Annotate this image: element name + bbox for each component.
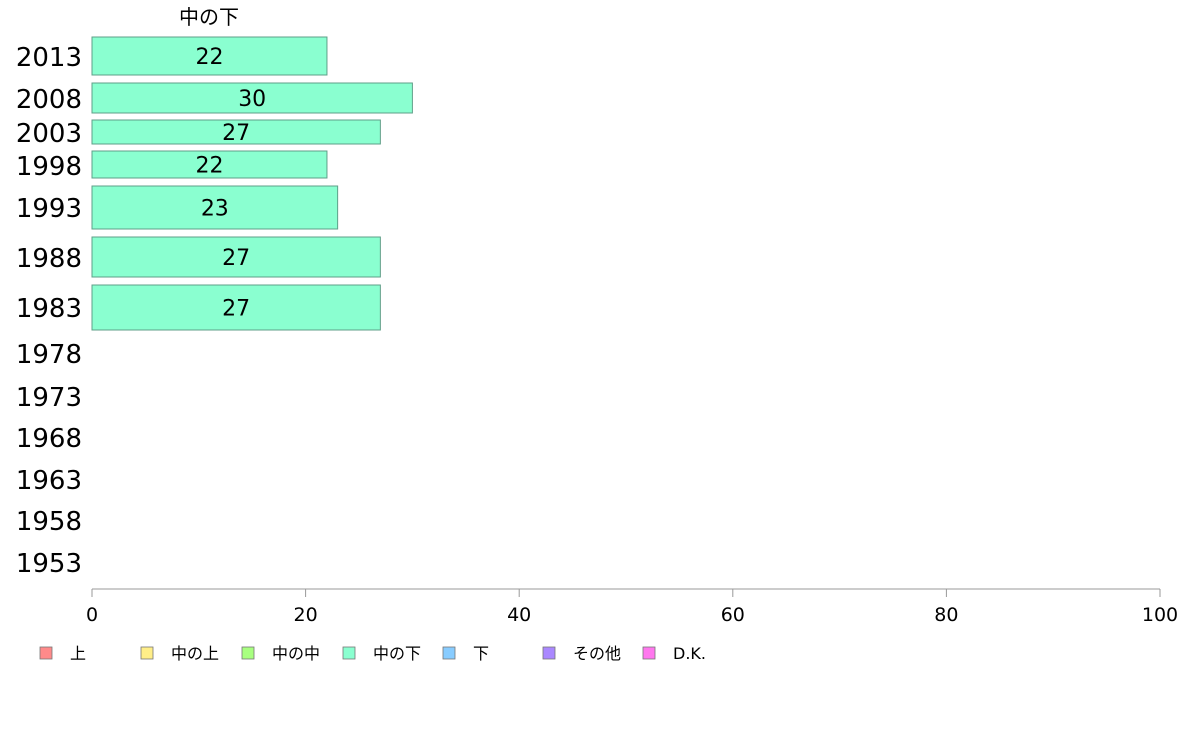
- y-label-1963: 1963: [16, 466, 82, 496]
- legend: 上 中の上 中の中 中の下 下 その他 D.K.: [39, 644, 706, 663]
- y-label-1973: 1973: [16, 383, 82, 413]
- bar-1993: [91, 185, 339, 230]
- y-label-1998: 1998: [16, 152, 82, 182]
- legend-label-1: 中の上: [171, 644, 219, 663]
- legend-swatch-4: [442, 646, 456, 660]
- bar-1998: [91, 150, 328, 179]
- x-tick-label-80: 80: [934, 604, 958, 626]
- bar-2003: [91, 119, 381, 145]
- data-label-2013: 22: [195, 45, 223, 70]
- x-tick-label-0: 0: [86, 604, 98, 626]
- legend-swatch-0: [39, 646, 53, 660]
- y-label-2013: 2013: [16, 43, 82, 73]
- x-tick-label-20: 20: [294, 604, 318, 626]
- x-axis: 0 20 40 60 80 100: [86, 588, 1178, 626]
- bars-group: 22 30 27 22 23 27 27: [91, 36, 413, 331]
- legend-swatch-1: [140, 646, 154, 660]
- data-label-2008: 30: [238, 87, 266, 112]
- legend-label-4: 下: [473, 644, 489, 663]
- y-label-2003: 2003: [16, 119, 82, 149]
- legend-swatch-6: [642, 646, 656, 660]
- y-label-1968: 1968: [16, 424, 82, 454]
- data-label-1998: 22: [195, 154, 223, 179]
- y-label-1983: 1983: [16, 294, 82, 324]
- y-label-1953: 1953: [16, 549, 82, 579]
- legend-label-5: その他: [573, 644, 621, 663]
- legend-label-6: D.K.: [673, 644, 706, 663]
- x-tick-label-40: 40: [507, 604, 531, 626]
- legend-swatch-2: [241, 646, 255, 660]
- legend-swatch-3: [342, 646, 356, 660]
- x-tick-label-100: 100: [1142, 604, 1178, 626]
- data-label-1993: 23: [201, 197, 229, 222]
- legend-swatch-5: [542, 646, 556, 660]
- series-title: 中の下: [179, 5, 239, 29]
- data-label-2003: 27: [222, 121, 250, 146]
- y-label-1958: 1958: [16, 507, 82, 537]
- bar-2008: [91, 82, 413, 114]
- x-tick-label-60: 60: [721, 604, 745, 626]
- data-label-1988: 27: [222, 246, 250, 271]
- legend-label-3: 中の下: [373, 644, 421, 663]
- y-label-2008: 2008: [16, 85, 82, 115]
- bar-1983: [91, 284, 381, 331]
- data-label-1983: 27: [222, 297, 250, 322]
- y-label-1988: 1988: [16, 244, 82, 274]
- bar-1988: [91, 236, 381, 278]
- y-label-1978: 1978: [16, 340, 82, 370]
- bar-2013: [91, 36, 328, 76]
- y-label-1993: 1993: [16, 194, 82, 224]
- legend-label-0: 上: [70, 644, 86, 663]
- legend-label-2: 中の中: [272, 644, 320, 663]
